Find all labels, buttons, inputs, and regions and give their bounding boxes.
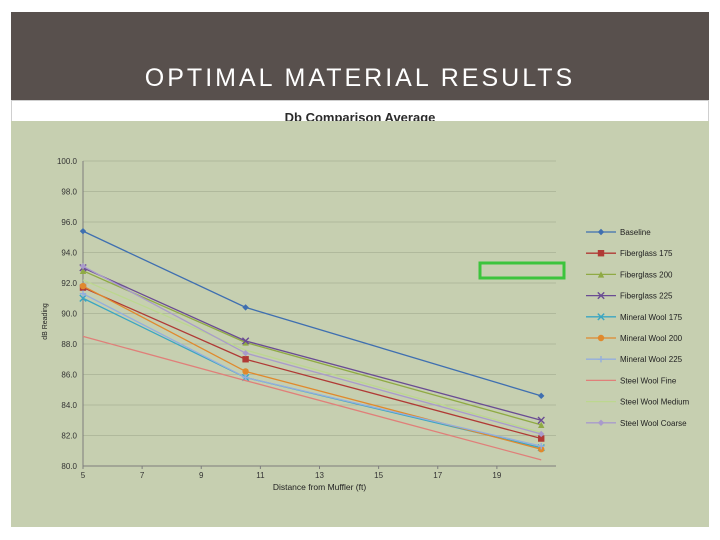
x-tick-label: 7: [140, 471, 145, 480]
x-tick-label: 5: [81, 471, 86, 480]
slide-title: OPTIMAL MATERIAL RESULTS: [144, 64, 576, 92]
series-7: [82, 335, 542, 461]
data-point: [242, 356, 249, 363]
data-point: [241, 337, 250, 345]
legend-marker: [597, 334, 605, 342]
y-tick-label: 94.0: [61, 249, 77, 258]
data-point: [538, 430, 545, 438]
data-point: [79, 282, 87, 290]
data-point: [79, 227, 87, 235]
axes: 80.0 82.0 84.0 86.0 88.0 90.0 92.0 94.0 96.0 98.0…: [42, 157, 556, 492]
y-tick-label: 98.0: [61, 188, 77, 197]
series-6: [79, 290, 545, 450]
legend-item: Steel Wool Medium: [586, 398, 690, 407]
legend-label: Steel Wool Medium: [620, 398, 690, 407]
x-tick-label: 11: [256, 471, 265, 480]
y-tick-label: 86.0: [61, 371, 77, 380]
data-point: [538, 421, 545, 429]
legend-marker: [597, 313, 605, 321]
series-0: [79, 227, 545, 400]
legend-label: Baseline: [620, 228, 651, 237]
data-point: [538, 392, 545, 400]
legend-item: Mineral Wool 175: [586, 313, 683, 322]
legend-marker: [597, 228, 605, 236]
y-tick-label: 84.0: [61, 401, 77, 410]
legend-item: Fiberglass 225: [586, 292, 673, 301]
x-tick-label: 15: [374, 471, 383, 480]
data-point: [79, 290, 87, 297]
legend: Baseline Fiberglass 175 Fiberglass 200 Fibe…: [586, 228, 690, 428]
y-tick-label: 82.0: [61, 432, 77, 441]
data-point: [538, 435, 545, 442]
data-point: [242, 304, 249, 311]
series-line: [82, 335, 542, 461]
legend-item: Mineral Wool 200: [586, 334, 683, 343]
legend-item: Mineral Wool 225: [586, 355, 683, 364]
y-tick-label: 88.0: [61, 340, 77, 349]
legend-label: Fiberglass 200: [620, 270, 673, 279]
legend-label: Steel Wool Coarse: [620, 419, 687, 428]
y-tick-label: 92.0: [61, 279, 77, 288]
legend-label: Fiberglass 175: [620, 249, 673, 258]
data-point: [538, 442, 545, 450]
legend-label: Mineral Wool 175: [620, 313, 683, 322]
x-tick-label: 19: [492, 471, 501, 480]
legend-item: Fiberglass 175: [586, 249, 673, 258]
legend-label: Mineral Wool 200: [620, 334, 683, 343]
y-tick-label: 90.0: [61, 310, 77, 319]
data-point: [79, 263, 87, 270]
data-point: [242, 349, 249, 357]
legend-item: Fiberglass 200: [586, 270, 673, 279]
legend-label: Mineral Wool 225: [620, 355, 683, 364]
chart-canvas: 80.0 82.0 84.0 86.0 88.0 90.0 92.0 94.0 96.0 98.0…: [11, 121, 709, 527]
y-tick-label: 80.0: [61, 462, 77, 471]
data-point: [242, 339, 249, 346]
legend-item: Steel Wool Coarse: [586, 419, 687, 428]
legend-marker: [597, 356, 605, 363]
x-tick-label: 17: [433, 471, 442, 480]
data-point: [79, 267, 87, 274]
legend-marker: [597, 271, 605, 278]
legend-label: Steel Wool Fine: [620, 376, 677, 385]
series-layer: [79, 227, 545, 461]
legend-item: Baseline: [586, 228, 651, 237]
legend-marker: [597, 250, 605, 257]
legend-marker: [597, 291, 605, 300]
data-point: [537, 416, 545, 424]
data-point: [242, 368, 249, 375]
legend-marker: [597, 419, 605, 426]
data-point: [79, 294, 87, 302]
legend-item: Steel Wool Fine: [586, 376, 677, 385]
x-axis-title: Distance from Muffler (ft): [273, 482, 367, 492]
legend-label: Fiberglass 225: [620, 292, 673, 301]
y-tick-label: 100.0: [57, 157, 78, 166]
y-tick-label: 96.0: [61, 218, 77, 227]
y-axis-title: dB Reading: [42, 303, 49, 340]
x-tick-label: 9: [199, 471, 204, 480]
highlight-box: [478, 261, 566, 280]
series-9: [79, 263, 545, 438]
x-tick-label: 13: [315, 471, 324, 480]
data-point: [242, 374, 249, 381]
